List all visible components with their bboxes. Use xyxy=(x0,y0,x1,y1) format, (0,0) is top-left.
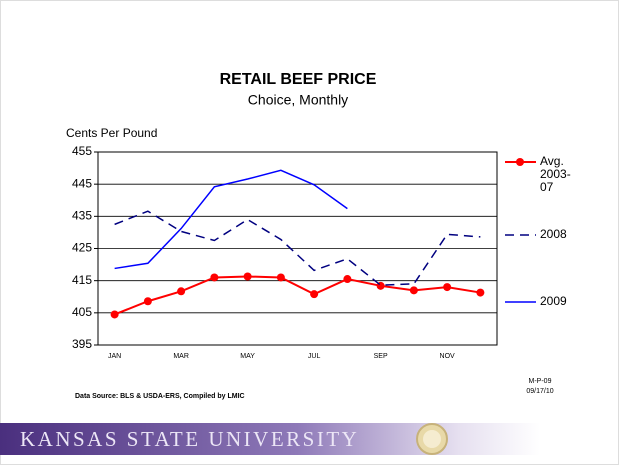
y-tick-label: 395 xyxy=(72,337,92,351)
plot-frame xyxy=(97,151,498,346)
x-tick-label: JUL xyxy=(308,353,321,360)
y-tick-label: 455 xyxy=(72,144,92,158)
y-tick-label: 425 xyxy=(72,241,92,255)
chart-title: RETAIL BEEF PRICE xyxy=(220,71,377,88)
seal xyxy=(416,423,448,455)
series-line xyxy=(114,275,481,316)
y-tick-label: 415 xyxy=(72,273,92,287)
footer-text: KANSAS STATE UNIVERSITY xyxy=(20,427,359,451)
series-marker xyxy=(409,286,418,295)
y-tick-label: 445 xyxy=(72,176,92,190)
series-marker xyxy=(110,310,119,319)
footer-band xyxy=(0,423,540,455)
series-marker xyxy=(210,273,219,282)
series-line xyxy=(114,210,481,286)
code-note: M-P-09 xyxy=(529,378,552,385)
series-marker xyxy=(243,272,252,281)
date-note: 09/17/10 xyxy=(526,388,553,395)
source-note: Data Source: BLS & USDA-ERS, Compiled by… xyxy=(75,393,245,400)
x-tick-label: JAN xyxy=(108,353,121,360)
series-marker xyxy=(343,275,352,284)
chart-subtitle: Choice, Monthly xyxy=(248,92,348,108)
series-marker xyxy=(143,297,152,306)
legend-marker xyxy=(516,158,524,166)
series-marker xyxy=(310,290,319,299)
y-axis-label: Cents Per Pound xyxy=(66,126,157,140)
series-marker xyxy=(276,273,285,282)
x-tick-label: MAY xyxy=(240,353,255,360)
series-marker xyxy=(177,287,186,296)
legend-label: 2009 xyxy=(540,294,567,308)
y-tick-label: 405 xyxy=(72,305,92,319)
x-tick-label: NOV xyxy=(440,353,456,360)
legend-label: 2008 xyxy=(540,227,567,241)
x-tick-label: MAR xyxy=(173,353,189,360)
x-tick-label: SEP xyxy=(374,353,388,360)
series-marker xyxy=(476,288,485,297)
y-tick-label: 435 xyxy=(72,209,92,223)
series-marker xyxy=(443,283,452,292)
series-line xyxy=(114,169,348,270)
legend-label: Avg. 2003-07 xyxy=(540,154,571,194)
